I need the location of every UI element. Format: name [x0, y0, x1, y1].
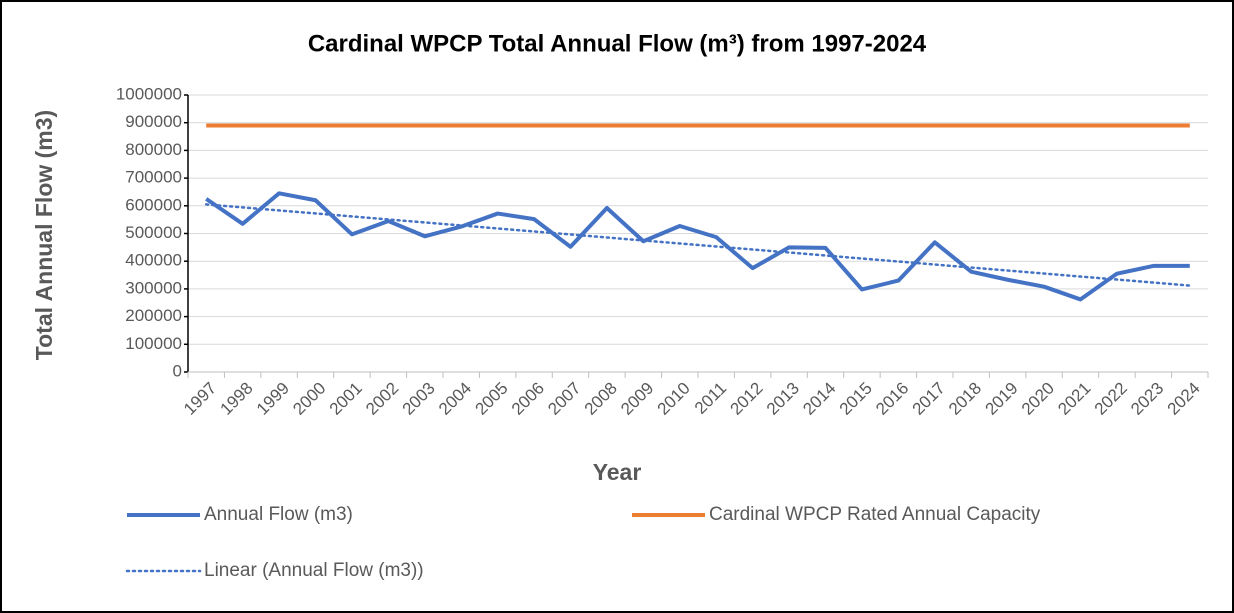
y-tick-label: 600000: [125, 195, 182, 214]
y-tick-label: 0: [173, 361, 182, 380]
y-tick-label: 800000: [125, 140, 182, 159]
y-tick-label: 500000: [125, 223, 182, 242]
y-axis-title: Total Annual Flow (m3): [31, 110, 57, 360]
x-axis-title: Year: [593, 459, 642, 485]
y-tick-label: 300000: [125, 278, 182, 297]
legend-label: Linear (Annual Flow (m3)): [204, 560, 424, 581]
y-tick-label: 1000000: [116, 84, 182, 103]
legend-label: Cardinal WPCP Rated Annual Capacity: [709, 504, 1041, 525]
y-tick-label: 200000: [125, 306, 182, 325]
y-tick-label: 900000: [125, 112, 182, 131]
chart-title: Cardinal WPCP Total Annual Flow (m³) fro…: [308, 30, 927, 57]
series-line: [205, 191, 1190, 302]
y-tick-label: 700000: [125, 168, 182, 187]
y-tick-label: 100000: [125, 334, 182, 353]
legend-label: Annual Flow (m3): [204, 504, 353, 525]
series-line: [204, 203, 1192, 287]
y-tick-label: 400000: [125, 251, 182, 270]
